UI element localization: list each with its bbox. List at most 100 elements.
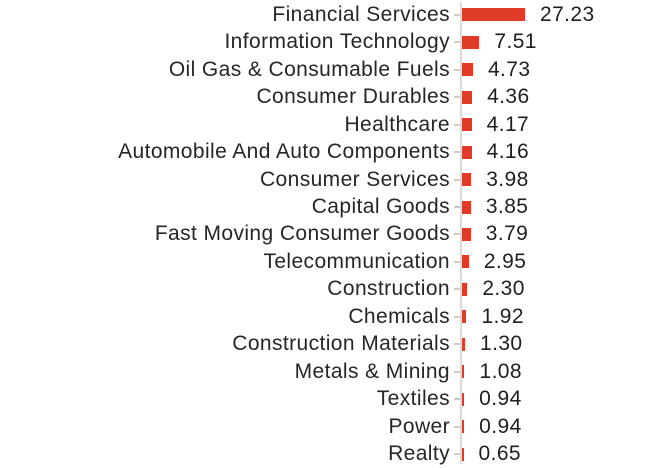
axis-tick [454, 151, 460, 154]
axis-tick [454, 13, 460, 16]
bar-zone: 0.94 [462, 387, 648, 411]
bar-zone: 3.85 [462, 195, 648, 219]
category-label: Information Technology [224, 30, 450, 54]
axis-tick [454, 41, 460, 44]
axis-tick [454, 343, 460, 346]
chart-row: Realty 0.65 [0, 441, 648, 468]
axis-tick-zone [450, 288, 460, 291]
axis-tick-zone [450, 260, 460, 263]
chart-row: Construction 2.30 [0, 276, 648, 303]
value-label: 4.16 [486, 140, 530, 164]
axis-tick-zone [450, 343, 460, 346]
category-label: Chemicals [348, 304, 450, 328]
category-label: Realty [388, 442, 450, 466]
axis-tick [454, 453, 460, 456]
chart-row: Construction Materials 1.30 [0, 331, 648, 358]
category-label: Metals & Mining [294, 359, 450, 383]
chart-row: Information Technology 7.51 [0, 28, 648, 55]
bar [462, 392, 465, 406]
category-label: Automobile And Auto Components [118, 140, 450, 164]
bar-zone: 4.16 [462, 140, 648, 164]
bar [462, 90, 473, 104]
category-label: Fast Moving Consumer Goods [154, 222, 450, 246]
value-label: 0.65 [478, 442, 521, 466]
chart-row: Telecommunication 2.95 [0, 248, 648, 275]
axis-tick-zone [450, 370, 460, 373]
bar [462, 227, 471, 241]
bar [462, 145, 472, 159]
axis-tick [454, 398, 460, 401]
value-label: 0.94 [479, 414, 522, 438]
value-label: 3.98 [486, 167, 529, 191]
value-label: 4.73 [487, 57, 531, 81]
chart-row: Consumer Services 3.98 [0, 166, 648, 193]
axis-tick [454, 206, 460, 209]
bar-zone: 4.17 [462, 113, 648, 137]
value-label: 7.51 [494, 30, 537, 54]
bar-zone: 27.23 [462, 3, 648, 27]
value-label: 0.94 [479, 387, 522, 411]
axis-tick-zone [450, 96, 460, 99]
value-label: 1.92 [481, 304, 524, 328]
chart-row: Fast Moving Consumer Goods 3.79 [0, 221, 648, 248]
bar-zone: 0.65 [462, 442, 648, 466]
bar [462, 310, 467, 324]
chart-row: Consumer Durables 4.36 [0, 83, 648, 110]
axis-tick-zone [450, 178, 460, 181]
category-label: Financial Services [272, 2, 450, 26]
axis-tick-zone [450, 453, 460, 456]
bar-zone: 2.30 [462, 277, 648, 301]
bar-zone: 4.73 [462, 58, 648, 82]
axis-tick-zone [450, 315, 460, 318]
axis-tick [454, 370, 460, 373]
axis-tick [454, 315, 460, 318]
axis-tick [454, 123, 460, 126]
chart-row: Metals & Mining 1.08 [0, 358, 648, 385]
bar-zone: 4.36 [462, 85, 648, 109]
bar-zone: 7.51 [462, 30, 648, 54]
category-label: Textiles [376, 387, 450, 411]
chart-row: Financial Services 27.23 [0, 1, 648, 28]
bar-zone: 1.08 [462, 360, 648, 384]
bar-zone: 3.79 [462, 222, 648, 246]
axis-tick-zone [450, 41, 460, 44]
bar [462, 255, 469, 269]
bar [462, 282, 468, 296]
axis-tick [454, 288, 460, 291]
bar-zone: 1.92 [462, 305, 648, 329]
axis-tick [454, 260, 460, 263]
axis-tick-zone [450, 425, 460, 428]
chart-row: Capital Goods 3.85 [0, 193, 648, 220]
axis-tick [454, 425, 460, 428]
axis-tick-zone [450, 398, 460, 401]
value-label: 3.79 [485, 222, 529, 246]
chart-row: Automobile And Auto Components 4.16 [0, 138, 648, 165]
bar [462, 8, 525, 22]
axis-tick-zone [450, 13, 460, 16]
bar [462, 447, 464, 461]
axis-tick-zone [450, 151, 460, 154]
chart-row: Chemicals 1.92 [0, 303, 648, 330]
value-label: 3.85 [485, 195, 529, 219]
axis-tick [454, 96, 460, 99]
axis-tick [454, 178, 460, 181]
bar-zone: 3.98 [462, 168, 648, 192]
category-label: Construction [327, 277, 450, 301]
chart-row: Healthcare 4.17 [0, 111, 648, 138]
axis-tick-zone [450, 206, 460, 209]
axis-tick-zone [450, 123, 460, 126]
category-label: Capital Goods [311, 195, 450, 219]
value-label: 1.30 [480, 332, 523, 356]
category-label: Consumer Durables [256, 85, 450, 109]
value-label: 27.23 [540, 2, 595, 26]
category-label: Telecommunication [263, 249, 450, 273]
bar-zone: 0.94 [462, 415, 648, 439]
bar [462, 173, 472, 187]
chart-row: Power 0.94 [0, 413, 648, 440]
value-label: 4.17 [486, 112, 530, 136]
bar [462, 337, 465, 351]
bar-zone: 2.95 [462, 250, 648, 274]
bar-zone: 1.30 [462, 332, 648, 356]
